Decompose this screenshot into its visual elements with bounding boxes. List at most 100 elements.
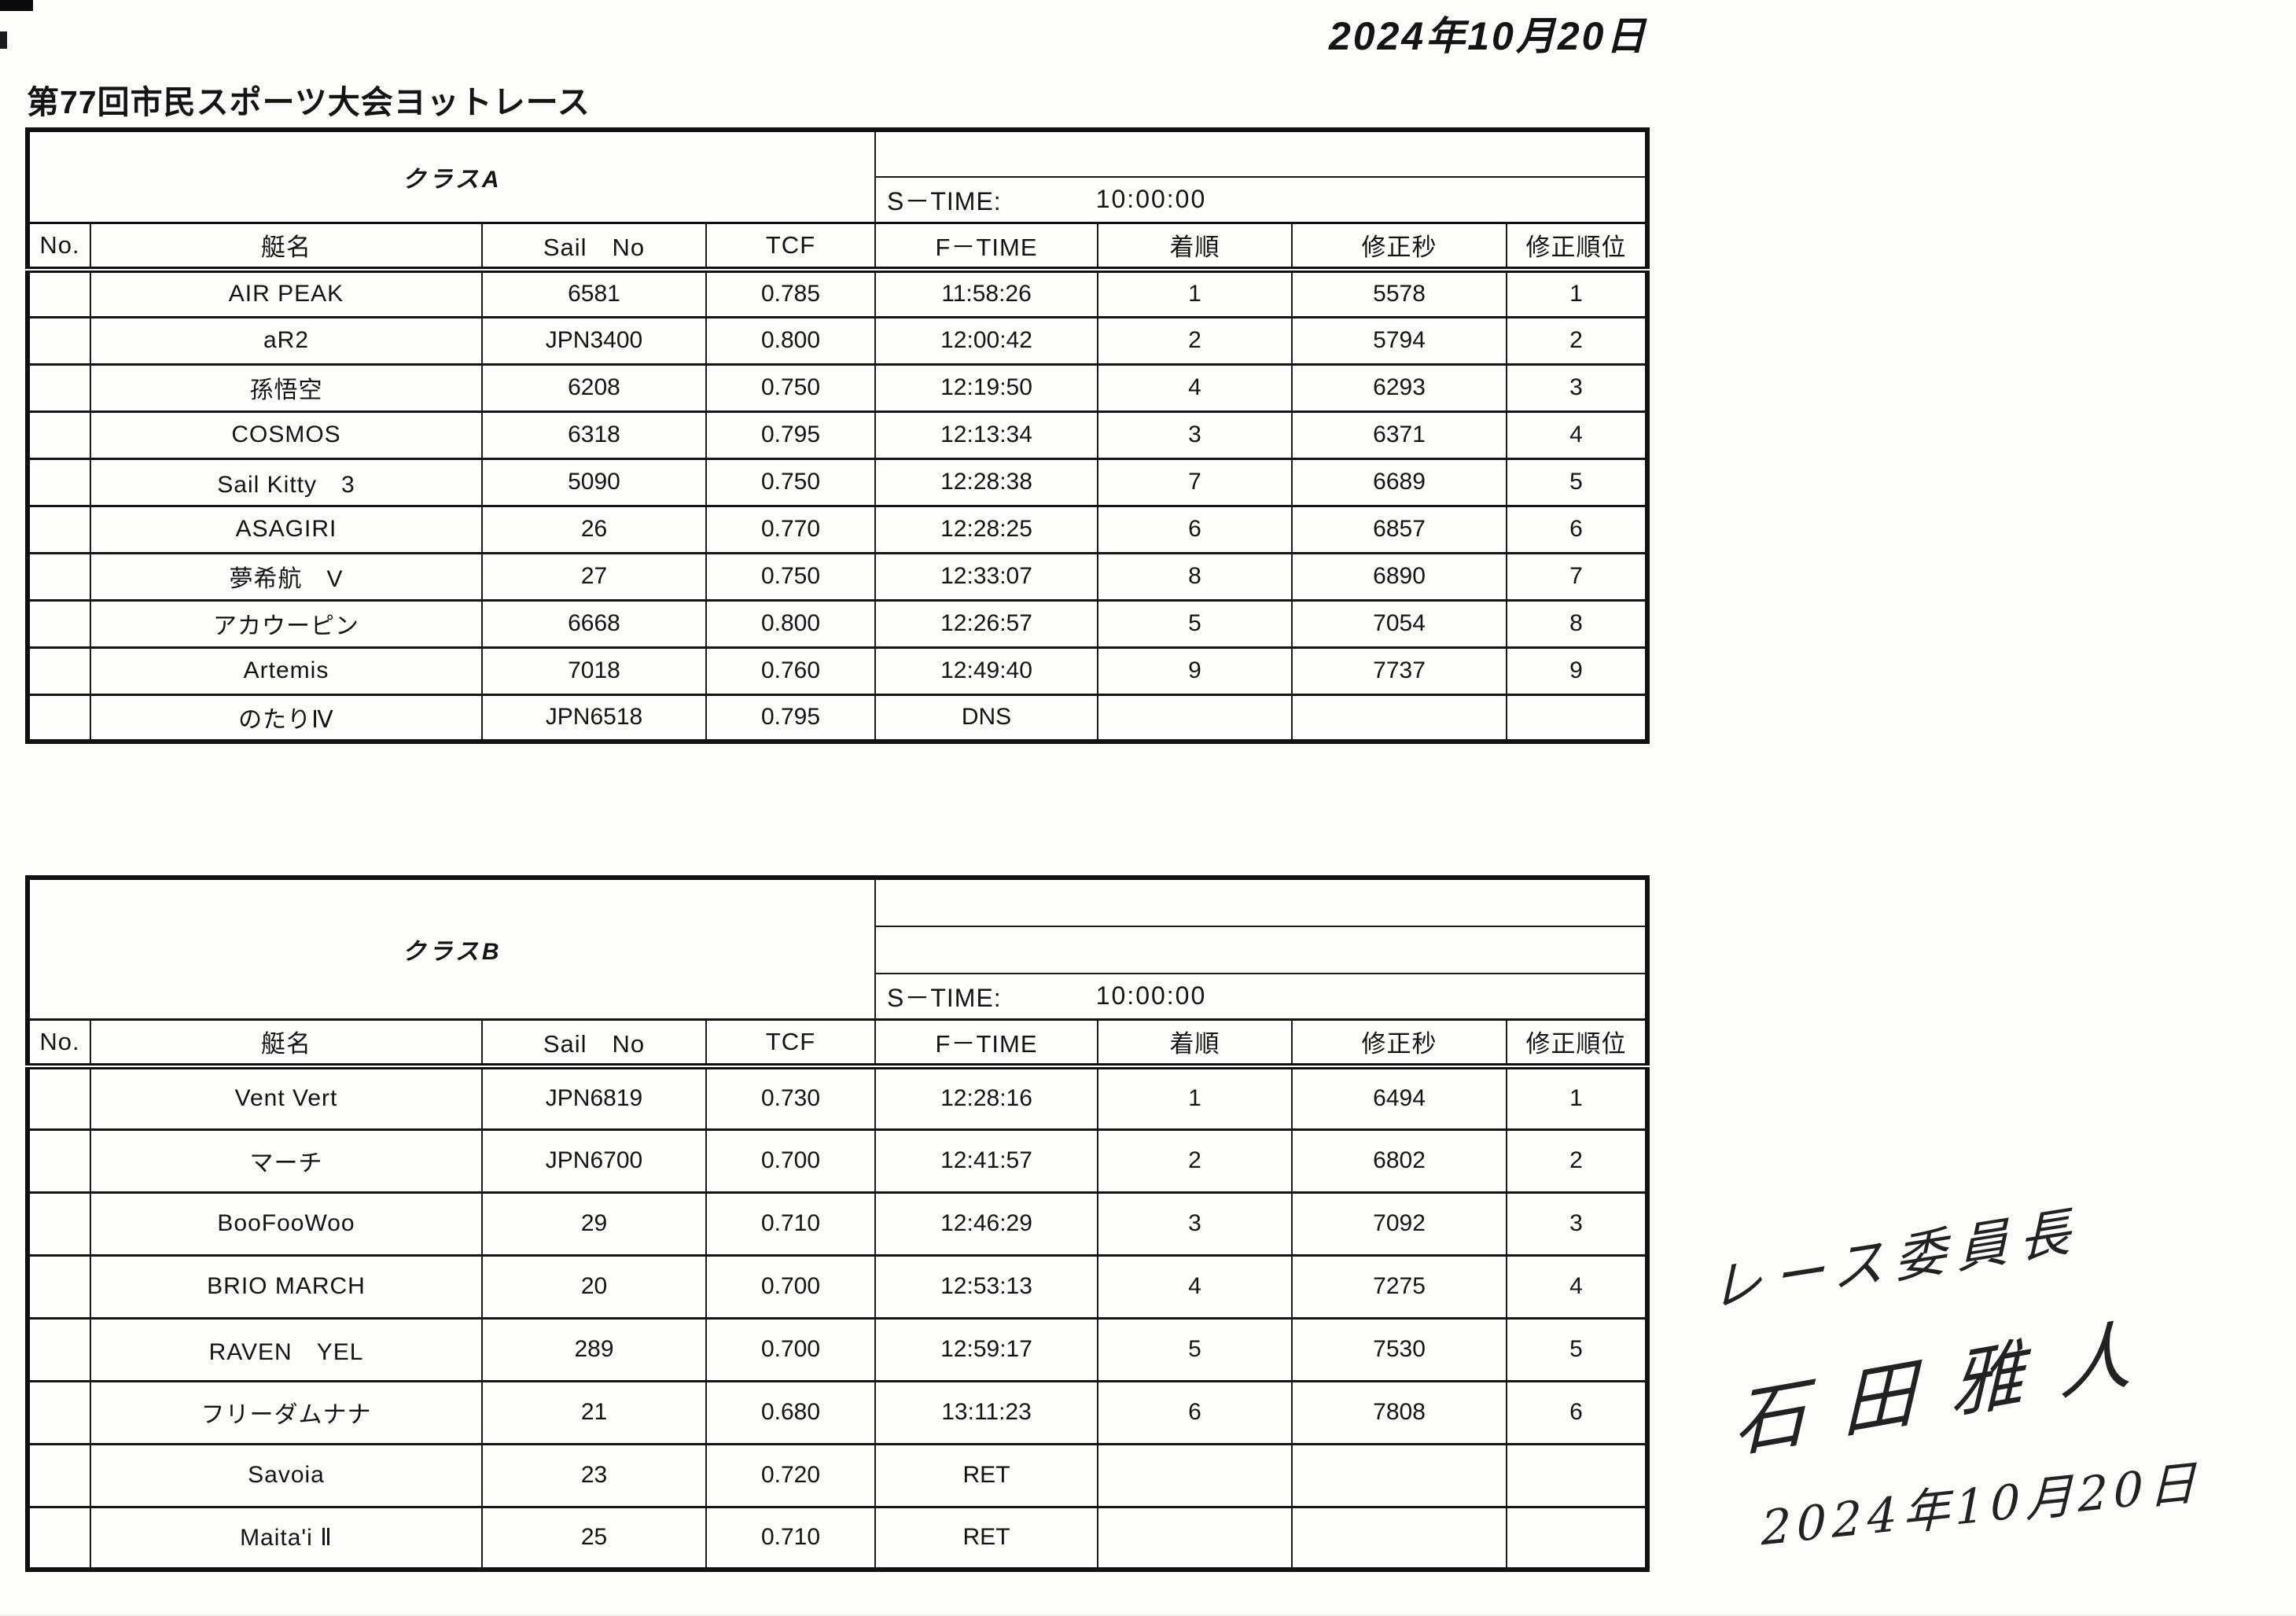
finish-order-cell: 2 — [1097, 315, 1293, 366]
sail-no-cell: JPN6819 — [481, 1065, 707, 1131]
no-cell — [27, 1128, 91, 1194]
finish-order-cell: 9 — [1097, 646, 1293, 696]
no-cell — [27, 1065, 91, 1131]
col-header-no: No. — [27, 221, 91, 273]
finish-order-cell: 5 — [1097, 598, 1293, 649]
tcf-cell: 0.750 — [705, 363, 877, 413]
no-cell — [27, 504, 91, 554]
boat-name-cell: Maita'i Ⅱ — [90, 1505, 483, 1571]
col-header-tcf: TCF — [705, 1018, 877, 1069]
boat-name-cell: 孫悟空 — [90, 363, 483, 413]
s-time-value: 10:00:00 — [1095, 185, 1207, 214]
finish-order-cell: 6 — [1097, 1379, 1293, 1445]
f-time-cell: 12:19:50 — [874, 363, 1099, 413]
handwritten-role: レース委員長 — [1710, 1199, 2082, 1320]
finish-order-cell: 6 — [1097, 504, 1293, 554]
page-title: 第77回市民スポーツ大会ヨットレース — [27, 84, 591, 120]
f-time-cell: 12:59:17 — [874, 1316, 1099, 1382]
corrected-rank-cell: 3 — [1506, 1191, 1649, 1257]
col-header-f-time: F－TIME — [874, 221, 1099, 273]
class-a-title: クラスA — [26, 127, 877, 223]
f-time-cell: DNS — [874, 693, 1099, 743]
corrected-seconds-cell: 7808 — [1291, 1379, 1508, 1445]
boat-name-cell: BRIO MARCH — [90, 1253, 483, 1320]
f-time-cell: 12:46:29 — [874, 1191, 1099, 1257]
f-time-cell: 12:49:40 — [874, 646, 1099, 696]
tcf-cell: 0.700 — [705, 1128, 877, 1194]
boat-name-cell: COSMOS — [90, 410, 483, 460]
scan-artifact-mark — [0, 0, 33, 11]
finish-order-cell: 3 — [1097, 1191, 1293, 1257]
boat-name-cell: Vent Vert — [90, 1065, 483, 1131]
table-row: BooFooWoo 29 0.710 12:46:29 3 7092 3 — [27, 1191, 1649, 1257]
sail-no-cell: 5090 — [481, 457, 707, 507]
finish-order-cell: 8 — [1097, 551, 1293, 602]
tcf-cell: 0.800 — [705, 598, 877, 649]
col-header-finish-order: 着順 — [1097, 221, 1293, 273]
table-row: AIR PEAK 6581 0.785 11:58:26 1 5578 1 — [27, 268, 1649, 318]
f-time-cell: 12:28:16 — [874, 1065, 1099, 1131]
tcf-cell: 0.720 — [705, 1442, 877, 1508]
corrected-rank-cell: 4 — [1506, 410, 1649, 460]
corrected-rank-cell: 4 — [1506, 1253, 1649, 1320]
sail-no-cell: 26 — [481, 504, 707, 554]
col-header-corrected-seconds: 修正秒 — [1291, 221, 1508, 273]
no-cell — [27, 410, 91, 460]
table-row: BRIO MARCH 20 0.700 12:53:13 4 7275 4 — [27, 1253, 1649, 1320]
finish-order-cell — [1097, 693, 1293, 743]
no-cell — [27, 315, 91, 366]
sail-no-cell: 6581 — [481, 268, 707, 318]
tcf-cell: 0.760 — [705, 646, 877, 696]
col-header-corrected-rank: 修正順位 — [1506, 1018, 1649, 1069]
col-header-finish-order: 着順 — [1097, 1018, 1293, 1069]
finish-order-cell: 2 — [1097, 1128, 1293, 1194]
col-header-boat-name: 艇名 — [90, 221, 483, 273]
corrected-rank-cell: 1 — [1506, 1065, 1649, 1131]
table-row: 夢希航 V 27 0.750 12:33:07 8 6890 7 — [27, 551, 1649, 602]
corrected-rank-cell: 7 — [1506, 551, 1649, 602]
table-row: ASAGIRI 26 0.770 12:28:25 6 6857 6 — [27, 504, 1649, 554]
finish-order-cell: 1 — [1097, 1065, 1293, 1131]
finish-order-cell: 4 — [1097, 363, 1293, 413]
corrected-rank-cell — [1506, 1505, 1649, 1571]
finish-order-cell — [1097, 1442, 1293, 1508]
f-time-cell: 11:58:26 — [874, 268, 1099, 318]
sail-no-cell: 7018 — [481, 646, 707, 696]
boat-name-cell: 夢希航 V — [90, 551, 483, 602]
boat-name-cell: RAVEN YEL — [90, 1316, 483, 1382]
table-row: aR2 JPN3400 0.800 12:00:42 2 5794 2 — [27, 315, 1649, 366]
tcf-cell: 0.770 — [705, 504, 877, 554]
sail-no-cell: JPN6700 — [481, 1128, 707, 1194]
boat-name-cell: ASAGIRI — [90, 504, 483, 554]
finish-order-cell: 1 — [1097, 268, 1293, 318]
f-time-cell: 12:26:57 — [874, 598, 1099, 649]
col-header-corrected-seconds: 修正秒 — [1291, 1018, 1508, 1069]
table-row: Artemis 7018 0.760 12:49:40 9 7737 9 — [27, 646, 1649, 696]
tcf-cell: 0.680 — [705, 1379, 877, 1445]
no-cell — [27, 363, 91, 413]
corrected-rank-cell: 8 — [1506, 598, 1649, 649]
tcf-cell: 0.730 — [705, 1065, 877, 1131]
f-time-cell: RET — [874, 1442, 1099, 1508]
no-cell — [27, 646, 91, 696]
finish-order-cell: 7 — [1097, 457, 1293, 507]
f-time-cell: RET — [874, 1505, 1099, 1571]
no-cell — [27, 1253, 91, 1320]
tcf-cell: 0.800 — [705, 315, 877, 366]
corrected-seconds-cell: 7530 — [1291, 1316, 1508, 1382]
class-a-results-table: クラスA S－TIME: 10:00:00 No. 艇名 Sail No TCF… — [25, 127, 1650, 744]
table-row: RAVEN YEL 289 0.700 12:59:17 5 7530 5 — [27, 1316, 1649, 1382]
class-b-results-table: クラスB S－TIME: 10:00:00 No. 艇名 Sail No TCF… — [25, 875, 1650, 1572]
sail-no-cell: 29 — [481, 1191, 707, 1257]
no-cell — [27, 1379, 91, 1445]
start-time-cell: S－TIME: 10:00:00 — [874, 973, 1649, 1020]
no-cell — [27, 1442, 91, 1508]
tcf-cell: 0.750 — [705, 551, 877, 602]
corrected-seconds-cell: 7275 — [1291, 1253, 1508, 1320]
corrected-seconds-cell: 7737 — [1291, 646, 1508, 696]
corrected-seconds-cell: 6371 — [1291, 410, 1508, 460]
start-time-cell: S－TIME: 10:00:00 — [874, 176, 1649, 223]
f-time-cell: 12:28:38 — [874, 457, 1099, 507]
boat-name-cell: Artemis — [90, 646, 483, 696]
sail-no-cell: 6318 — [481, 410, 707, 460]
